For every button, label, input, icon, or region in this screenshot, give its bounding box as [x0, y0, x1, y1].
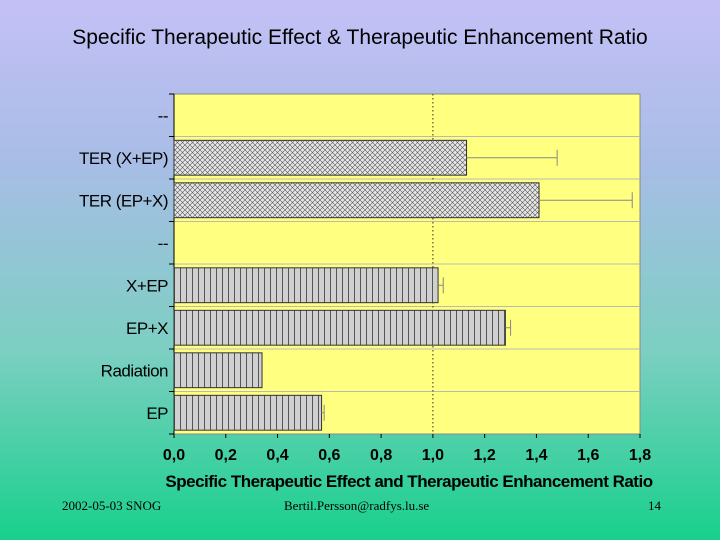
- bar: [173, 352, 263, 389]
- x-tick-label: 1,8: [629, 447, 651, 464]
- category-label: X+EP: [126, 276, 168, 295]
- category-label: EP+X: [126, 319, 168, 338]
- bar: [173, 182, 540, 219]
- category-label: --: [158, 234, 168, 253]
- bar: [173, 309, 506, 346]
- x-tick-label: 0,0: [163, 447, 185, 464]
- x-tick-label: 0,8: [370, 447, 392, 464]
- bar: [173, 394, 323, 431]
- category-label: Radiation: [101, 361, 168, 380]
- slide-title: Specific Therapeutic Effect & Therapeuti…: [72, 26, 648, 49]
- category-label: --: [158, 106, 168, 125]
- x-tick-label: 1,4: [525, 447, 547, 464]
- x-tick-label: 0,6: [318, 447, 340, 464]
- bar: [173, 267, 439, 304]
- x-tick-label: 0,2: [215, 447, 237, 464]
- bar: [173, 139, 468, 176]
- x-tick-label: 1,6: [577, 447, 599, 464]
- x-tick-label: 1,2: [474, 447, 496, 464]
- page-number: 14: [648, 498, 661, 513]
- x-tick-label: 1,0: [422, 447, 444, 464]
- category-label: TER (EP+X): [79, 191, 168, 210]
- footer-date: 2002-05-03 SNOG: [62, 498, 162, 513]
- category-label: EP: [146, 404, 168, 423]
- footer-email: Bertil.Persson@radfys.lu.se: [284, 498, 430, 513]
- x-axis-title: Specific Therapeutic Effect and Therapeu…: [165, 472, 652, 491]
- x-tick-label: 0,4: [266, 447, 288, 464]
- category-label: TER (X+EP): [79, 149, 168, 168]
